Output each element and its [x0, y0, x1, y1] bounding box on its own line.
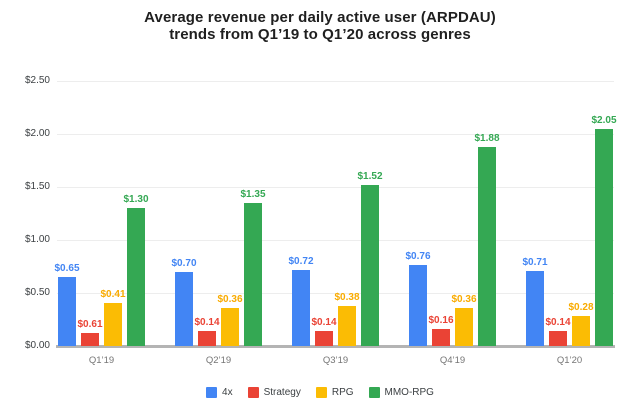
chart-title-line-1: Average revenue per daily active user (A…: [144, 9, 496, 26]
bar-strategy-q1-19: $0.61: [77, 319, 103, 346]
bar-group-q1-19: $0.65 $0.61 $0.41 $1.30 Q1’19: [54, 81, 149, 366]
plot-area: $0.65 $0.61 $0.41 $1.30 Q1’19 $0.70 $0.14 $0.36…: [54, 81, 617, 366]
bar-mmo-rpg-q3-19: $1.52: [357, 171, 383, 346]
x-axis-label-q1-19: Q1’19: [88, 355, 115, 366]
bar-strategy-q2-19: $0.14: [194, 317, 220, 346]
legend-swatch-icon: [247, 387, 259, 398]
bar-mmo-rpg-q1-19: $1.30: [123, 194, 149, 346]
bar-value-label: $0.71: [522, 257, 548, 268]
bar-value-label: $0.16: [428, 315, 454, 326]
bar-4x-q3-19: $0.72: [288, 256, 314, 346]
gridline: [57, 187, 614, 188]
bar-rpg-q1-19: $0.41: [100, 289, 126, 346]
bar-value-label: $0.36: [451, 294, 477, 305]
x-axis-label-q1-20: Q1’20: [556, 355, 583, 366]
bar-group-q2-19: $0.70 $0.14 $0.36 $1.35 Q2’19: [171, 81, 266, 366]
bar-value-label: $2.05: [591, 115, 617, 126]
y-tick-label: $2.00: [24, 128, 50, 139]
legend-label: 4x: [222, 387, 233, 398]
bar-value-label: $0.41: [100, 289, 126, 300]
legend: 4x Strategy RPG MMO-RPG: [0, 387, 640, 398]
bar-mmo-rpg-q4-19: $1.88: [474, 133, 500, 346]
bar-groups: $0.65 $0.61 $0.41 $1.30 Q1’19 $0.70 $0.14 $0.36…: [54, 81, 617, 366]
legend-item-rpg: RPG: [315, 387, 354, 398]
legend-item-mmo-rpg: MMO-RPG: [368, 387, 434, 398]
legend-label: MMO-RPG: [384, 387, 434, 398]
y-tick-label: $0.00: [24, 340, 50, 351]
bar-mmo-rpg-q2-19: $1.35: [240, 189, 266, 346]
gridline: [57, 293, 614, 294]
bar-4x-q2-19: $0.70: [171, 258, 197, 346]
bar-value-label: $0.61: [77, 319, 103, 330]
bar-rpg-q1-20: $0.28: [568, 302, 594, 346]
bar-value-label: $0.65: [54, 263, 80, 274]
bar-mmo-rpg-q1-20: $2.05: [591, 115, 617, 346]
bar-4x-q4-19: $0.76: [405, 251, 431, 346]
legend-label: RPG: [331, 387, 354, 398]
bar-strategy-q4-19: $0.16: [428, 315, 454, 346]
bar-value-label: $1.52: [357, 171, 383, 182]
gridline: [57, 134, 614, 135]
bar-group-q1-20: $0.71 $0.14 $0.28 $2.05 Q1’20: [522, 81, 617, 366]
bar-value-label: $1.35: [240, 189, 266, 200]
x-axis-baseline: [56, 345, 615, 348]
bar-rpg-q3-19: $0.38: [334, 292, 360, 346]
bar-value-label: $0.38: [334, 292, 360, 303]
y-tick-label: $0.50: [24, 287, 50, 298]
chart-title: Average revenue per daily active user (A…: [0, 9, 640, 43]
legend-item-4x: 4x: [206, 387, 233, 398]
legend-swatch-icon: [315, 387, 327, 398]
bar-value-label: $0.28: [568, 302, 594, 313]
legend-item-strategy: Strategy: [247, 387, 301, 398]
x-axis-label-q3-19: Q3’19: [322, 355, 349, 366]
bar-value-label: $0.14: [545, 317, 571, 328]
chart-title-line-2: trends from Q1’19 to Q1’20 across genres: [169, 26, 471, 43]
bar-value-label: $1.88: [474, 133, 500, 144]
bar-value-label: $1.30: [123, 194, 149, 205]
bar-4x-q1-20: $0.71: [522, 257, 548, 346]
bar-value-label: $0.14: [194, 317, 220, 328]
bar-group-q4-19: $0.76 $0.16 $0.36 $1.88 Q4’19: [405, 81, 500, 366]
y-tick-label: $1.00: [24, 234, 50, 245]
y-tick-label: $1.50: [24, 181, 50, 192]
bar-rpg-q4-19: $0.36: [451, 294, 477, 346]
bar-rpg-q2-19: $0.36: [217, 294, 243, 346]
bar-value-label: $0.14: [311, 317, 337, 328]
x-axis-label-q2-19: Q2’19: [205, 355, 232, 366]
bar-group-q3-19: $0.72 $0.14 $0.38 $1.52 Q3’19: [288, 81, 383, 366]
bar-value-label: $0.36: [217, 294, 243, 305]
gridline: [57, 81, 614, 82]
gridline: [57, 240, 614, 241]
bar-strategy-q3-19: $0.14: [311, 317, 337, 346]
bar-4x-q1-19: $0.65: [54, 263, 80, 346]
bar-strategy-q1-20: $0.14: [545, 317, 571, 346]
legend-swatch-icon: [206, 387, 218, 398]
legend-label: Strategy: [263, 387, 301, 398]
legend-swatch-icon: [368, 387, 380, 398]
bar-value-label: $0.72: [288, 256, 314, 267]
bar-value-label: $0.70: [171, 258, 197, 269]
x-axis-label-q4-19: Q4’19: [439, 355, 466, 366]
bar-value-label: $0.76: [405, 251, 431, 262]
y-tick-label: $2.50: [24, 75, 50, 86]
